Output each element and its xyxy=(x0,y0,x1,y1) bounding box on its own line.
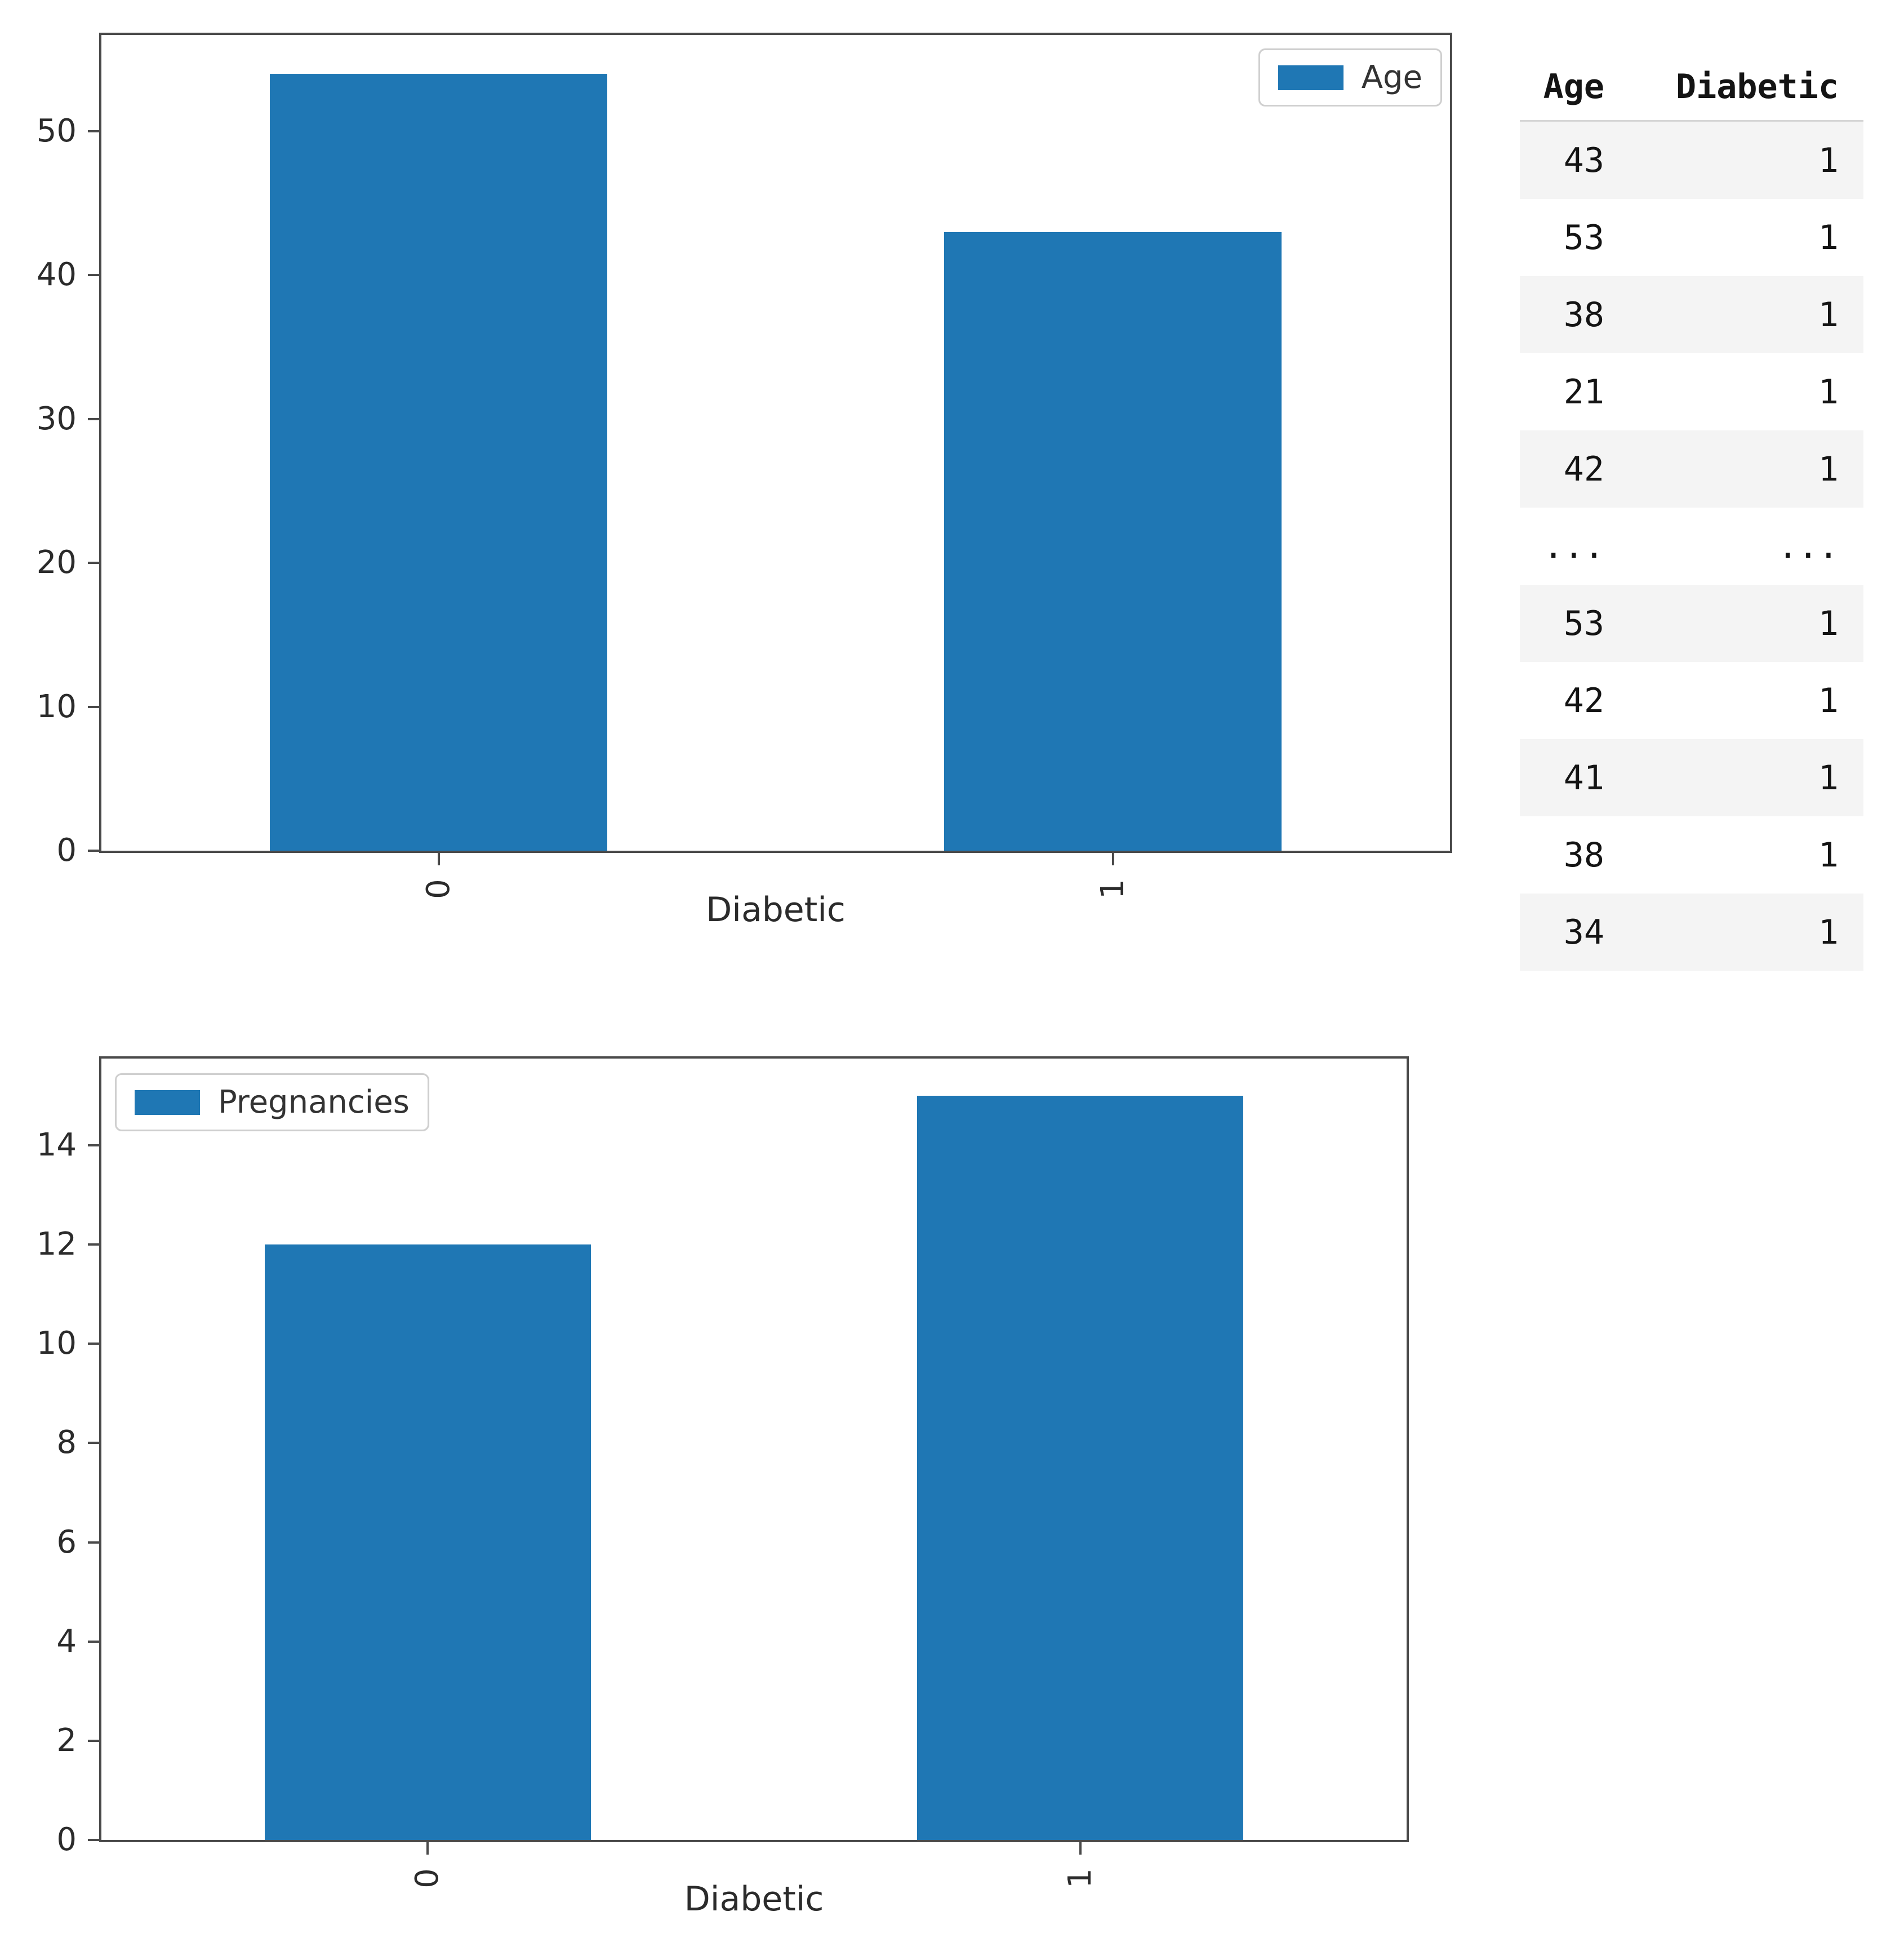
cell-diabetic: 1 xyxy=(1818,449,1839,489)
cell-diabetic: 1 xyxy=(1818,681,1839,721)
table-body: 43 1 53 1 38 1 21 1 42 1...... 53 1 42 1 41 1 38 1 34 1 xyxy=(1520,122,1863,971)
x-tick-mark xyxy=(1079,1842,1082,1855)
y-tick-mark xyxy=(88,562,99,564)
y-tick-label: 6 xyxy=(56,1523,77,1561)
pregnancies-bar-chart: Pregnancies Diabetic 0 2 4 6 8 10 12 14 0 1 xyxy=(37,1056,1409,1919)
legend: Pregnancies xyxy=(115,1073,429,1131)
table-row: 53 1 xyxy=(1520,199,1863,276)
age-bar-chart: Age Diabetic 0 10 20 30 40 50 0 1 xyxy=(37,33,1452,930)
y-tick-label: 4 xyxy=(56,1622,77,1660)
cell-age: 42 xyxy=(1563,681,1604,721)
cell-diabetic: ... xyxy=(1777,526,1839,566)
y-tick-mark xyxy=(88,1243,99,1246)
table-header-row: Age Diabetic xyxy=(1520,54,1863,122)
table-row: 41 1 xyxy=(1520,739,1863,816)
x-tick-label: 1 xyxy=(1094,879,1131,899)
legend-label: Pregnancies xyxy=(218,1084,410,1121)
cell-diabetic: 1 xyxy=(1818,912,1839,952)
y-tick-mark xyxy=(88,1343,99,1345)
y-tick-label: 2 xyxy=(56,1722,77,1759)
x-axis-label: Diabetic xyxy=(684,1879,824,1919)
y-tick-mark xyxy=(88,274,99,277)
cell-diabetic: 1 xyxy=(1818,758,1839,798)
x-tick-label: 1 xyxy=(1061,1868,1098,1888)
y-tick-label: 0 xyxy=(56,832,77,869)
y-tick-label: 8 xyxy=(56,1424,77,1461)
y-tick-label: 10 xyxy=(36,1325,77,1362)
x-tick-mark xyxy=(437,853,440,865)
cell-age: 43 xyxy=(1563,140,1604,180)
cell-diabetic: 1 xyxy=(1818,295,1839,335)
cell-diabetic: 1 xyxy=(1818,217,1839,257)
table-row: 38 1 xyxy=(1520,816,1863,894)
cell-diabetic: 1 xyxy=(1818,603,1839,643)
cell-age: 53 xyxy=(1563,217,1604,257)
table-header-diabetic: Diabetic xyxy=(1676,67,1839,106)
table-row: ...... xyxy=(1520,508,1863,585)
table-row: 53 1 xyxy=(1520,585,1863,662)
y-tick-mark xyxy=(88,1839,99,1841)
legend-swatch xyxy=(1278,65,1344,90)
x-tick-mark xyxy=(426,1842,429,1855)
y-tick-label: 50 xyxy=(36,113,77,150)
cell-age: 21 xyxy=(1563,372,1604,412)
y-tick-mark xyxy=(88,130,99,133)
bar-1 xyxy=(944,232,1282,851)
x-tick-mark xyxy=(1111,853,1114,865)
y-tick-label: 0 xyxy=(56,1821,77,1858)
x-axis-label: Diabetic xyxy=(706,890,846,930)
legend-swatch xyxy=(135,1090,200,1115)
table-row: 38 1 xyxy=(1520,276,1863,353)
table-row: 42 1 xyxy=(1520,430,1863,508)
cell-age: 38 xyxy=(1563,835,1604,875)
cell-age: 38 xyxy=(1563,295,1604,335)
y-tick-label: 10 xyxy=(36,688,77,725)
cell-diabetic: 1 xyxy=(1818,372,1839,412)
y-tick-label: 14 xyxy=(36,1127,77,1164)
cell-age: ... xyxy=(1543,526,1604,566)
bar-0 xyxy=(270,73,607,851)
cell-diabetic: 1 xyxy=(1818,140,1839,180)
y-tick-mark xyxy=(88,850,99,852)
y-tick-mark xyxy=(88,1541,99,1544)
table-row: 42 1 xyxy=(1520,662,1863,739)
y-tick-mark xyxy=(88,417,99,420)
x-tick-label: 0 xyxy=(409,1868,446,1888)
table-header-age: Age xyxy=(1543,67,1604,106)
legend: Age xyxy=(1258,48,1442,106)
cell-diabetic: 1 xyxy=(1818,835,1839,875)
dataframe-table: Age Diabetic 43 1 53 1 38 1 21 1 42 1...... 53 1 42 1… xyxy=(1520,54,1863,971)
x-tick-label: 0 xyxy=(420,879,457,899)
y-tick-mark xyxy=(88,1442,99,1444)
cell-age: 41 xyxy=(1563,758,1604,798)
bar-1 xyxy=(917,1096,1244,1840)
y-tick-mark xyxy=(88,705,99,708)
y-tick-mark xyxy=(88,1640,99,1643)
y-tick-label: 20 xyxy=(36,544,77,581)
cell-age: 53 xyxy=(1563,603,1604,643)
legend-label: Age xyxy=(1361,59,1422,96)
y-tick-label: 40 xyxy=(36,256,77,294)
table-row: 34 1 xyxy=(1520,894,1863,971)
cell-age: 42 xyxy=(1563,449,1604,489)
y-tick-label: 30 xyxy=(36,400,77,437)
y-tick-mark xyxy=(88,1144,99,1147)
bar-0 xyxy=(264,1244,591,1840)
y-tick-label: 12 xyxy=(36,1226,77,1263)
y-tick-mark xyxy=(88,1739,99,1742)
cell-age: 34 xyxy=(1563,912,1604,952)
table-row: 21 1 xyxy=(1520,353,1863,430)
table-row: 43 1 xyxy=(1520,122,1863,199)
